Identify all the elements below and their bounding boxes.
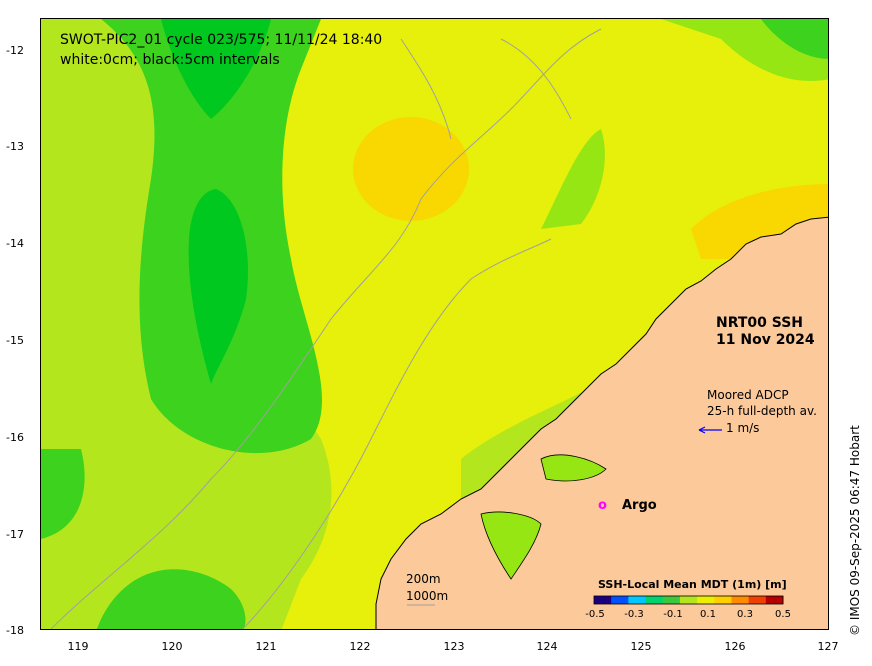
isobath-1000m: [50, 28, 602, 629]
colorbar-tick-label: 0.5: [775, 609, 791, 620]
lat-tick-label: -18: [6, 624, 24, 637]
colorbar-tick-label: 0.1: [700, 609, 716, 620]
ssh-map: [41, 19, 828, 629]
lon-tick-label: 120: [161, 640, 183, 653]
lat-tick-label: -15: [6, 334, 24, 347]
credit-text: © IMOS 09-Sep-2025 06:47 Hobart: [848, 425, 862, 636]
colorbar-swatch: [611, 596, 629, 604]
colorbar-tick-label: -0.5: [585, 609, 605, 620]
colorbar-swatch: [765, 596, 784, 604]
depth-label-200m: 200m: [406, 572, 441, 586]
colorbar-swatch: [662, 596, 681, 604]
ssh-green-sw: [96, 569, 246, 629]
ssh-eddy-warm: [353, 117, 469, 221]
colorbar-swatch: [645, 596, 664, 604]
gulf-inlet: [480, 511, 542, 580]
lon-tick-label: 125: [630, 640, 652, 653]
depth-label-1000m: 1000m: [406, 589, 449, 603]
lon-tick-label: 119: [67, 640, 89, 653]
colorbar-border: [593, 595, 784, 605]
lat-tick-label: -16: [6, 431, 24, 444]
bay-inlet: [540, 454, 607, 482]
lat-tick-label: -13: [6, 140, 24, 153]
colorbar-title: SSH-Local Mean MDT (1m) [m]: [598, 578, 787, 591]
colorbar-swatch: [628, 596, 647, 604]
adcp-label: Moored ADCP: [707, 388, 789, 402]
ssh-green-west: [41, 449, 85, 539]
lat-tick-label: -12: [6, 44, 24, 57]
colorbar-swatch: [697, 596, 715, 604]
argo-label: Argo: [622, 498, 657, 513]
colorbar-swatch: [714, 596, 732, 604]
lon-tick-label: 126: [724, 640, 746, 653]
colorbar: [593, 595, 784, 605]
colorbar-swatch: [679, 596, 698, 604]
lon-tick-label: 122: [349, 640, 371, 653]
colorbar-swatch: [594, 596, 612, 604]
adcp-sublabel: 25-h full-depth av.: [707, 404, 817, 418]
lon-tick-label: 123: [443, 640, 465, 653]
map-panel: [40, 18, 829, 630]
lon-tick-label: 124: [536, 640, 558, 653]
ssh-field-core: [188, 189, 248, 384]
colorbar-swatch: [731, 596, 750, 604]
lat-tick-label: -14: [6, 237, 24, 250]
lon-tick-label: 121: [255, 640, 277, 653]
isobath-north: [400, 38, 572, 140]
colorbar-tick-label: -0.1: [663, 609, 683, 620]
ssh-green-east: [541, 129, 605, 229]
ssh-green-ne-core: [761, 19, 828, 59]
colorbar-swatch: [748, 596, 767, 604]
ssh-field-north-core: [161, 19, 271, 119]
adcp-arrow-head: [698, 426, 706, 434]
colorbar-tick-label: -0.3: [624, 609, 644, 620]
map-title: SWOT-PIC2_01 cycle 023/575; 11/11/24 18:…: [60, 32, 383, 48]
colorbar-tick-label: 0.3: [737, 609, 753, 620]
lat-tick-label: -17: [6, 528, 24, 541]
isobath-200m: [242, 238, 552, 629]
contour-note: white:0cm; black:5cm intervals: [60, 52, 280, 68]
adcp-scale-label: 1 m/s: [726, 421, 760, 435]
argo-marker: o: [598, 498, 607, 513]
lon-tick-label: 127: [817, 640, 839, 653]
product-date: 11 Nov 2024: [716, 332, 815, 348]
product-name: NRT00 SSH: [716, 315, 804, 331]
